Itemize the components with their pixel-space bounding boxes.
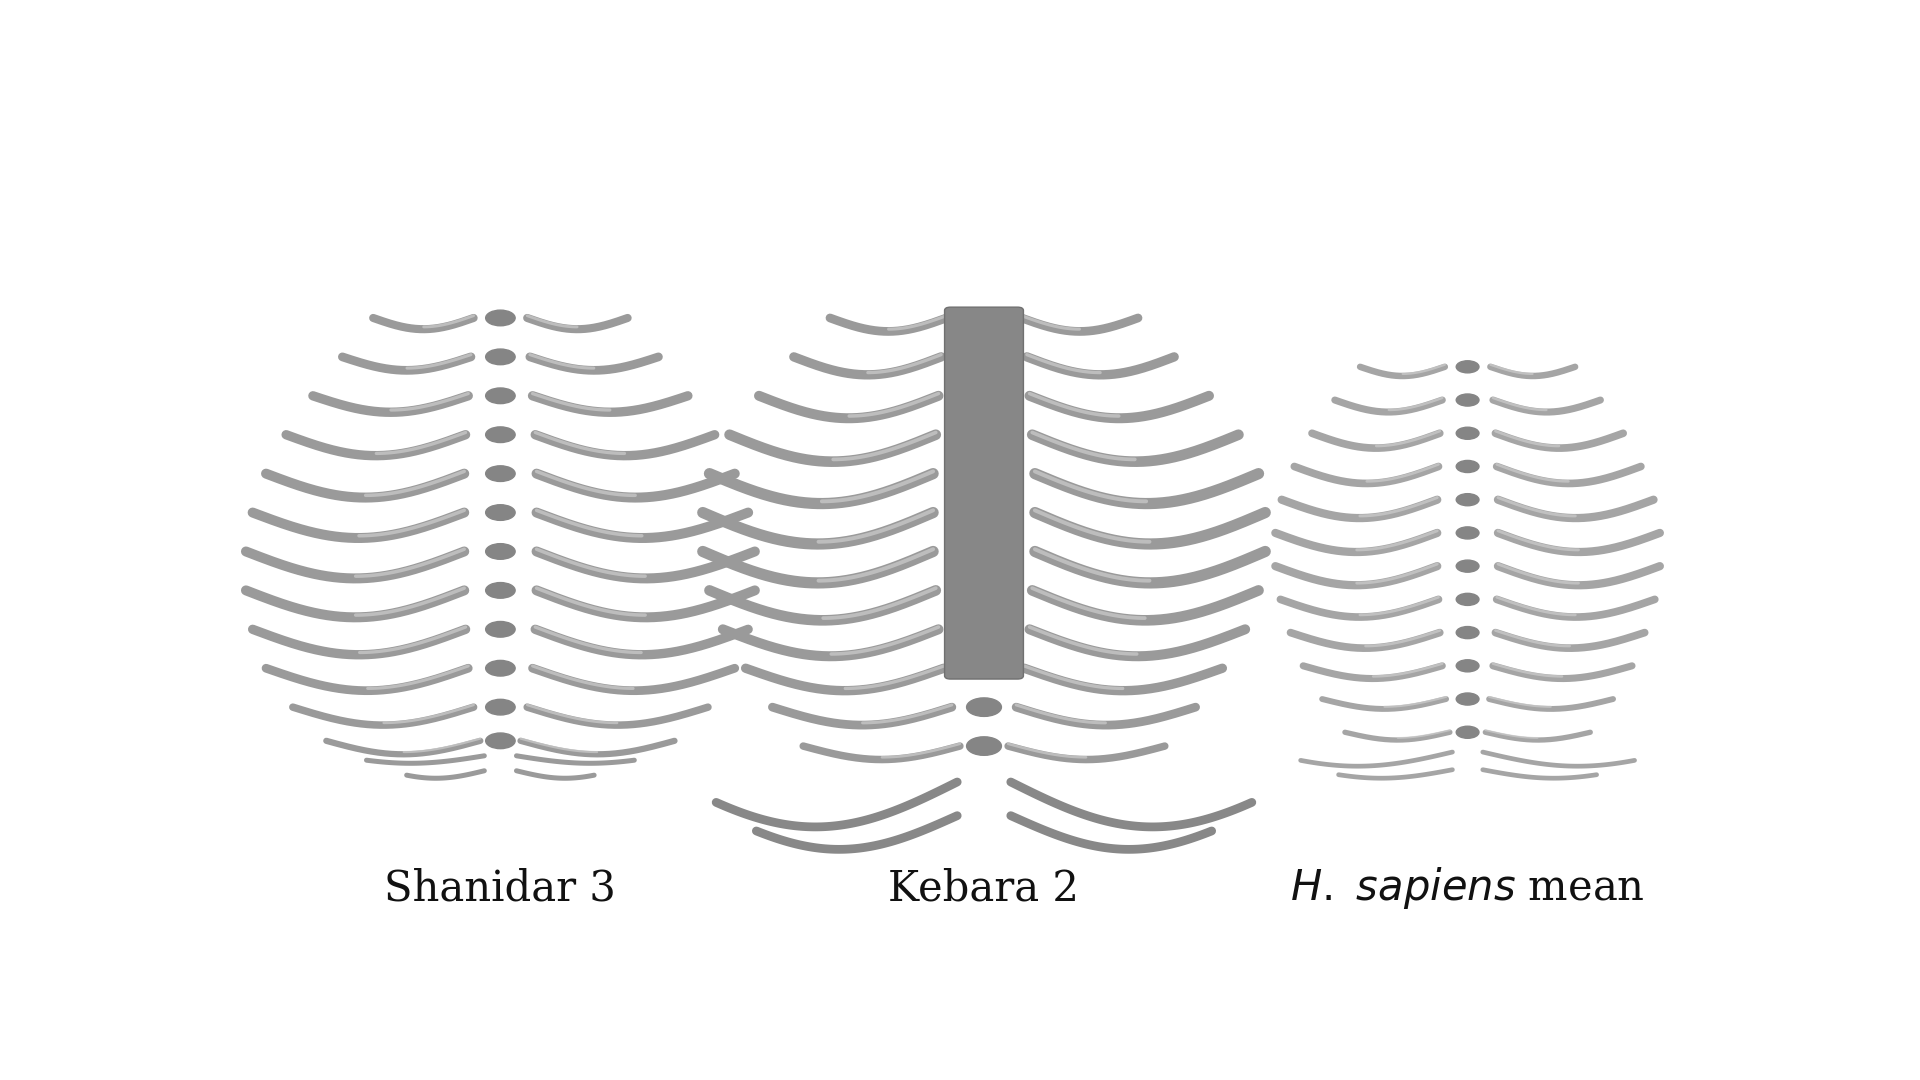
Ellipse shape — [1455, 394, 1478, 406]
Ellipse shape — [1455, 494, 1478, 505]
Ellipse shape — [966, 659, 1002, 677]
Ellipse shape — [1455, 460, 1478, 473]
FancyBboxPatch shape — [945, 307, 1023, 679]
Ellipse shape — [966, 309, 1002, 327]
Text: Shanidar 3: Shanidar 3 — [384, 867, 616, 909]
Ellipse shape — [966, 698, 1002, 716]
Text: $\it{H.}$ $\it{sapiens}$ mean: $\it{H.}$ $\it{sapiens}$ mean — [1290, 865, 1645, 912]
Ellipse shape — [486, 504, 515, 521]
Ellipse shape — [1455, 561, 1478, 572]
Text: Kebara 2: Kebara 2 — [889, 867, 1079, 909]
Ellipse shape — [486, 310, 515, 326]
Ellipse shape — [486, 427, 515, 443]
Ellipse shape — [966, 737, 1002, 755]
Ellipse shape — [966, 581, 1002, 599]
Ellipse shape — [966, 503, 1002, 522]
Ellipse shape — [486, 349, 515, 365]
Ellipse shape — [486, 465, 515, 482]
Ellipse shape — [486, 733, 515, 748]
Ellipse shape — [966, 426, 1002, 444]
Ellipse shape — [966, 620, 1002, 638]
Ellipse shape — [486, 543, 515, 559]
Ellipse shape — [966, 464, 1002, 483]
Ellipse shape — [1455, 361, 1478, 373]
Ellipse shape — [1455, 626, 1478, 638]
Ellipse shape — [486, 660, 515, 676]
Ellipse shape — [966, 348, 1002, 366]
Ellipse shape — [1455, 593, 1478, 606]
Ellipse shape — [486, 700, 515, 715]
Ellipse shape — [1455, 660, 1478, 672]
Ellipse shape — [1455, 726, 1478, 739]
Ellipse shape — [486, 388, 515, 404]
Ellipse shape — [486, 621, 515, 637]
Ellipse shape — [1455, 693, 1478, 705]
Ellipse shape — [486, 582, 515, 598]
Ellipse shape — [966, 542, 1002, 561]
Ellipse shape — [1455, 428, 1478, 440]
Ellipse shape — [966, 387, 1002, 405]
Ellipse shape — [1455, 527, 1478, 539]
